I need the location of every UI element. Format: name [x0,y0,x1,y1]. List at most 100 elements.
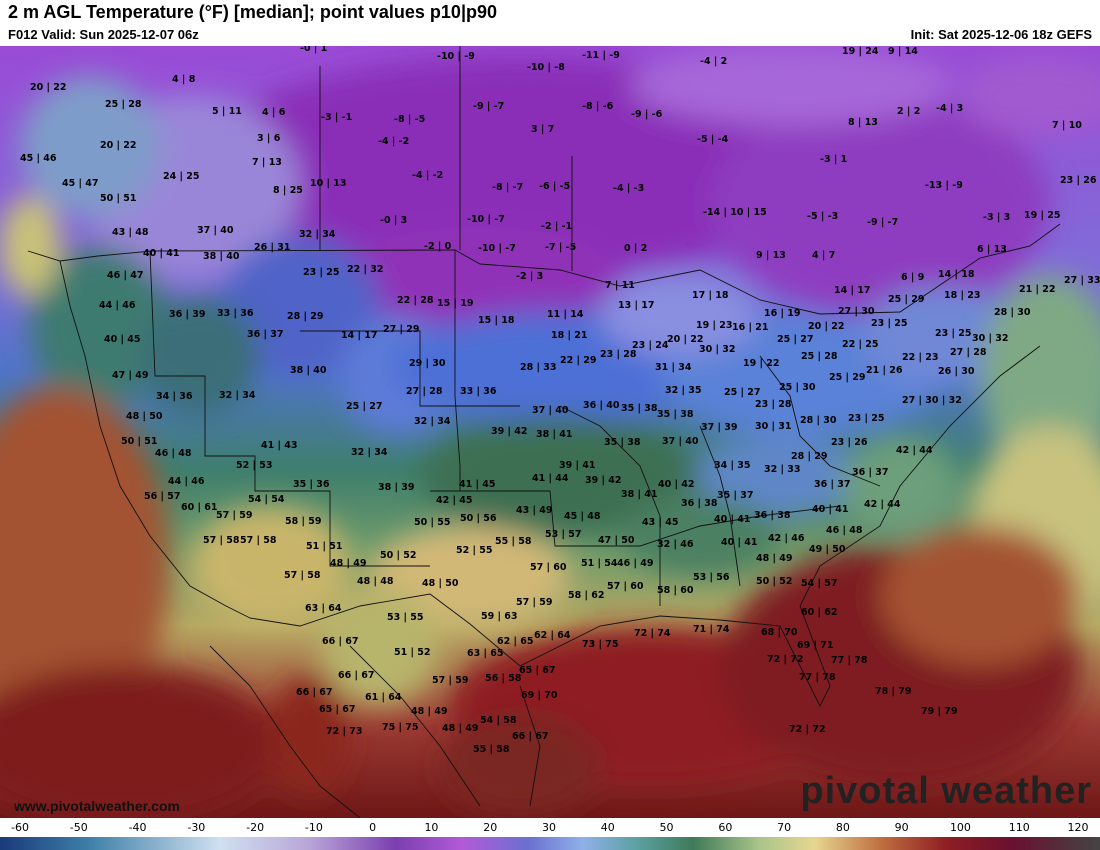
point-value: 23 | 28 [600,349,637,360]
point-value: 3 | 6 [257,133,281,144]
point-value: 58 | 59 [285,516,322,527]
point-value: 71 | 74 [693,624,730,635]
point-value: 77 | 78 [799,672,836,683]
point-value: 58 | 62 [568,590,605,601]
point-value: -7 | -5 [545,242,576,253]
point-value: -4 | -2 [412,170,443,181]
colorbar-tick-label: 10 [424,821,438,834]
point-value: 52 | 55 [456,545,493,556]
point-value: 28 | 30 [800,415,837,426]
point-value: 69 | 70 [521,690,558,701]
colorbar-tick-label: -50 [70,821,88,834]
point-value: 35 | 38 [604,437,641,448]
point-value: 56 | 57 [144,491,181,502]
brand-watermark: pivotal weather [800,770,1092,812]
point-value: 42 | 45 [436,495,473,506]
point-value: 50 | 52 [380,550,417,561]
point-value: 50 | 52 [756,576,793,587]
point-value: 44 | 46 [168,476,205,487]
point-value: -10 | -7 [478,243,516,254]
point-value: 38 | 40 [290,365,327,376]
point-value: 63 | 64 [305,603,342,614]
point-value: 16 | 21 [732,322,769,333]
boundaries [27,46,1061,818]
point-value: 19 | 25 [1024,210,1061,221]
point-value: 34 | 35 [714,460,751,471]
point-value: -3 | 3 [983,212,1010,223]
point-value: 38 | 39 [378,482,415,493]
point-value: 10 | 13 [310,178,347,189]
point-value: 41 | 44 [532,473,569,484]
point-value: 40 | 41 [812,504,849,515]
point-value: 25 | 27 [724,387,761,398]
point-value: 36 | 40 [583,400,620,411]
colorbar-tick-label: 20 [483,821,497,834]
point-value: 14 | 17 [341,330,378,341]
point-value: 23 | 25 [871,318,908,329]
point-value: 36 | 37 [852,467,889,478]
point-value: -5 | -4 [697,134,729,145]
point-value: 51 | 52 [394,647,431,658]
point-value: 28 | 33 [520,362,557,373]
point-value: 19 | 22 [743,358,780,369]
point-values: -6 | -3-0 | 1-17 | -15-10 | -9-11 | -9-1… [20,46,1100,755]
point-value: -13 | -9 [925,180,963,191]
point-value: -9 | -7 [473,101,504,112]
point-value: 20 | 22 [100,140,137,151]
point-value: 56 | 58 [485,673,522,684]
point-value: 30 | 32 [699,344,736,355]
point-value: 66 | 67 [512,731,549,742]
point-value: 48 | 49 [411,706,448,717]
point-value: 36 | 37 [814,479,851,490]
point-value: 3 | 7 [531,124,554,135]
point-value: 69 | 71 [797,640,834,651]
point-value: 33 | 36 [460,386,497,397]
point-value: 66 | 67 [338,670,375,681]
point-value: 29 | 30 [409,358,446,369]
point-value: -4 | 3 [936,103,963,114]
colorbar-tick-label: 0 [369,821,376,834]
colorbar-tick-label: 30 [542,821,556,834]
point-value: 77 | 78 [831,655,868,666]
point-value: 27 | 30 | 32 [902,395,962,406]
point-value: 62 | 64 [534,630,571,641]
temperature-colorbar: -60 -50 -40 -30 -20 -10 0 10 20 30 40 50 60 70 80 90 100… [0,818,1100,850]
point-value: 53 | 57 [545,529,582,540]
point-value: 35 | 37 [717,490,754,501]
point-value: 52 | 53 [236,460,273,471]
temperature-map: -6 | -3-0 | 1-17 | -15-10 | -9-11 | -9-1… [0,46,1100,818]
point-value: -0 | 3 [380,215,407,226]
colorbar-tick-label: -60 [11,821,29,834]
point-value: 72 | 74 [634,628,671,639]
point-value: 2 | 2 [897,106,920,117]
point-value: 48 | 49 [756,553,793,564]
point-value: -8 | -7 [492,182,523,193]
point-value: 18 | 21 [551,330,588,341]
point-value: 26 | 30 [938,366,975,377]
point-value: 60 | 62 [801,607,838,618]
point-value: 57 | 59 [432,675,469,686]
point-value: 57 | 60 [607,581,644,592]
point-value: 13 | 17 [618,300,655,311]
point-value: 60 | 61 [181,502,218,513]
point-value: 26 | 31 [254,242,291,253]
point-value: 47 | 49 [112,370,149,381]
point-value: -3 | 1 [820,154,847,165]
point-value: 39 | 41 [559,460,596,471]
point-value: 38 | 40 [203,251,240,262]
point-value: -2 | 0 [424,241,452,252]
point-value: 72 | 72 [789,724,826,735]
point-value: 22 | 29 [560,355,597,366]
point-value: 34 | 36 [156,391,193,402]
point-value: -3 | -1 [321,112,352,123]
point-value: 27 | 28 [406,386,443,397]
point-value: -8 | -6 [582,101,614,112]
point-value: 19 | 23 [696,320,733,331]
point-value: 25 | 29 [829,372,866,383]
point-value: 4 | 6 [262,107,286,118]
point-value: 19 | 24 [842,46,879,57]
point-value: 41 | 45 [459,479,496,490]
point-value: 42 | 44 [864,499,901,510]
point-value: 41 | 43 [261,440,298,451]
point-value: 9 | 13 [756,250,786,261]
